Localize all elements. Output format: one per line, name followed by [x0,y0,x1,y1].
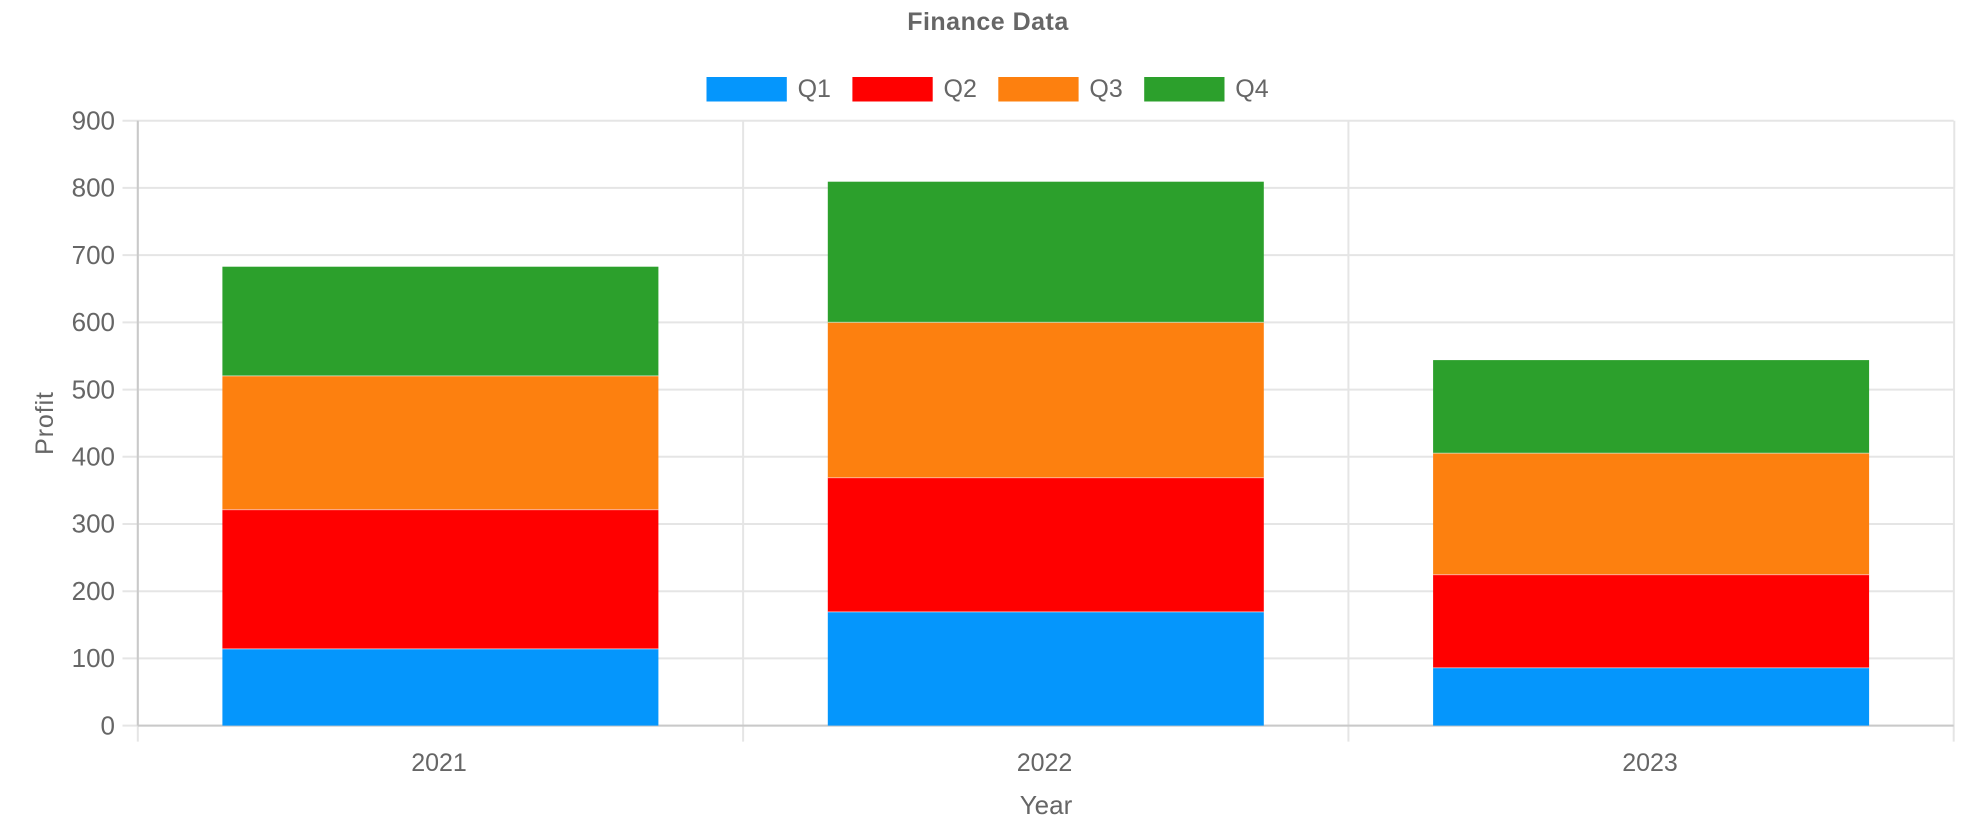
svg-text:Profit: Profit [31,391,59,455]
svg-text:Q4: Q4 [1235,75,1268,103]
svg-text:2021: 2021 [411,749,467,777]
svg-text:Finance Data: Finance Data [907,8,1069,36]
svg-text:2023: 2023 [1622,749,1678,777]
svg-text:Year: Year [1020,790,1073,820]
svg-text:100: 100 [72,643,115,673]
svg-text:900: 900 [72,105,115,135]
svg-text:Q3: Q3 [1089,75,1122,103]
svg-text:0: 0 [101,710,115,740]
svg-text:600: 600 [72,307,115,337]
svg-text:2022: 2022 [1017,749,1073,777]
svg-text:700: 700 [72,240,115,270]
svg-text:200: 200 [72,576,115,606]
svg-text:Q1: Q1 [798,75,831,103]
svg-text:Q2: Q2 [944,75,977,103]
svg-text:500: 500 [72,374,115,404]
svg-text:400: 400 [72,442,115,472]
svg-text:800: 800 [72,173,115,203]
svg-text:300: 300 [72,509,115,539]
